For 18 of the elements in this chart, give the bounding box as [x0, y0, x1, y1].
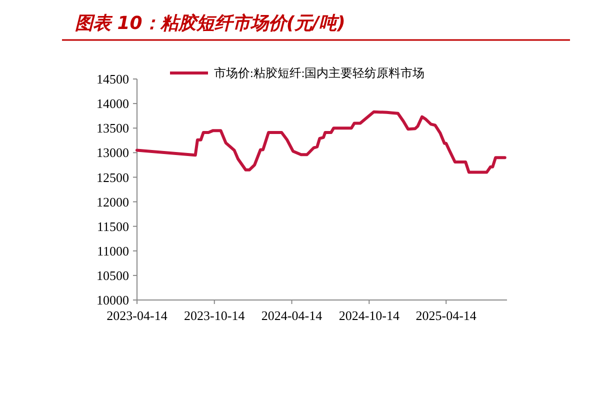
x-tick-label: 2023-04-14 [106, 308, 168, 323]
x-tick-label: 2024-10-14 [338, 308, 400, 323]
x-tick-label: 2025-04-14 [416, 308, 477, 323]
y-tick-label: 14500 [96, 72, 129, 87]
y-tick-label: 11000 [96, 243, 129, 258]
line-series [136, 110, 506, 174]
chart-title: 图表 10：粘胶短纤市场价(元/吨) [75, 13, 346, 34]
y-tick-label: 11500 [96, 218, 129, 234]
y-tick-label: 10000 [96, 292, 129, 308]
y-tick-label: 14000 [96, 96, 129, 112]
legend-label: 市场价:粘胶短纤:国内主要轻纺原料市场 [214, 66, 425, 80]
y-tick-label: 12500 [96, 170, 129, 185]
x-tick-label: 2024-04-14 [261, 308, 323, 323]
x-tick-label: 2023-10-14 [184, 308, 246, 323]
y-tick-label: 12000 [96, 194, 129, 210]
y-tick-label: 13500 [96, 120, 129, 136]
y-tick-label: 13000 [96, 145, 129, 160]
y-tick-label: 10500 [96, 268, 129, 283]
